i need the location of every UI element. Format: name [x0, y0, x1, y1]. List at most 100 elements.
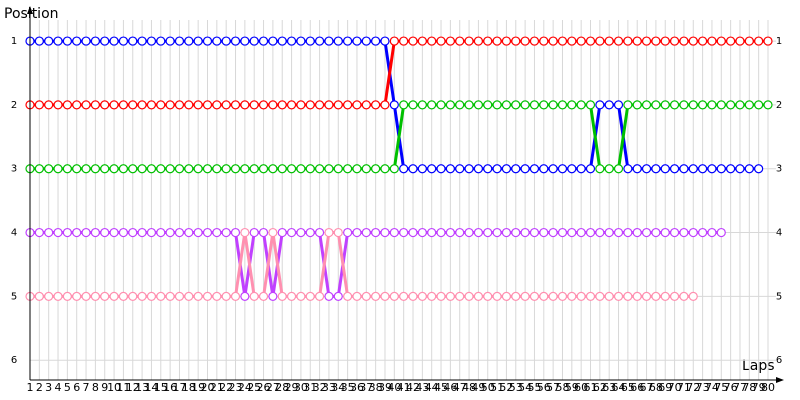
lap-marker: [427, 164, 437, 174]
lap-marker: [249, 291, 259, 301]
lap-marker: [184, 291, 194, 301]
lap-marker: [660, 291, 670, 301]
lap-marker: [221, 164, 231, 174]
lap-marker: [548, 164, 558, 174]
lap-marker: [651, 36, 661, 46]
x-tick-label: 11: [116, 381, 130, 394]
x-tick-label: 24: [238, 381, 252, 394]
lap-marker: [258, 100, 269, 110]
lap-marker: [156, 227, 166, 238]
lap-marker: [651, 291, 661, 301]
lap-marker: [427, 227, 437, 238]
lap-marker: [34, 291, 44, 301]
lap-marker: [44, 36, 54, 46]
lap-marker: [44, 291, 54, 301]
lap-marker: [548, 36, 558, 46]
lap-marker: [735, 100, 745, 110]
x-tick-label: 65: [621, 381, 635, 394]
lap-marker: [548, 100, 558, 110]
lap-marker: [90, 291, 100, 301]
lap-marker: [754, 164, 764, 174]
x-tick-label: 49: [471, 381, 485, 394]
lap-marker: [408, 36, 418, 46]
lap-marker: [352, 164, 362, 174]
x-tick-label: 35: [341, 381, 355, 394]
lap-marker: [380, 100, 390, 110]
lap-marker: [641, 164, 652, 174]
lap-marker: [296, 227, 306, 238]
lap-marker: [632, 36, 642, 46]
x-tick-label: 56: [537, 381, 551, 394]
lap-marker: [595, 36, 605, 46]
lap-marker: [669, 227, 680, 238]
lap-marker: [371, 227, 381, 238]
lap-marker: [473, 227, 484, 238]
lap-marker: [314, 164, 325, 174]
lap-marker: [212, 100, 222, 110]
lap-marker: [660, 100, 670, 110]
lap-marker: [585, 227, 596, 238]
lap-marker: [557, 36, 568, 46]
lap-marker: [314, 36, 325, 46]
y-tick-label: 3: [11, 164, 17, 175]
lap-marker: [333, 164, 343, 174]
lap-marker: [389, 164, 399, 174]
lap-marker: [632, 164, 642, 174]
x-tick-label: 31: [303, 381, 317, 394]
lap-marker: [128, 100, 138, 110]
x-tick-label: 15: [154, 381, 168, 394]
lap-marker: [343, 227, 353, 238]
x-tick-label: 21: [210, 381, 224, 394]
lap-marker: [371, 100, 381, 110]
x-tick-label: 71: [677, 381, 691, 394]
lap-marker: [221, 291, 231, 301]
lap-marker: [501, 164, 512, 174]
lap-marker: [455, 227, 465, 238]
lap-marker: [399, 227, 409, 238]
lap-marker: [268, 100, 278, 110]
lap-marker: [193, 36, 203, 46]
lap-marker: [352, 36, 362, 46]
x-tick-label: 20: [200, 381, 214, 394]
lap-marker: [707, 100, 717, 110]
lap-marker: [651, 164, 661, 174]
lap-marker: [165, 100, 175, 110]
lap-marker: [595, 227, 605, 238]
lap-marker: [174, 291, 185, 301]
lap-marker: [62, 164, 72, 174]
lap-marker: [455, 164, 465, 174]
lap-marker: [90, 227, 100, 238]
x-tick-label: 44: [425, 381, 439, 394]
lap-marker: [557, 100, 568, 110]
lap-marker: [277, 100, 287, 110]
lap-marker: [688, 164, 698, 174]
lap-marker: [72, 100, 82, 110]
lap-marker: [520, 100, 530, 110]
x-tick-label: 33: [322, 381, 336, 394]
lap-marker: [641, 100, 652, 110]
lap-marker: [501, 227, 512, 238]
lap-marker: [333, 100, 343, 110]
lap-marker: [249, 227, 259, 238]
lap-marker: [604, 100, 614, 110]
lap-marker: [464, 291, 474, 301]
lap-marker: [62, 36, 72, 46]
x-tick-label: 3: [45, 381, 52, 394]
lap-marker: [501, 291, 512, 301]
x-tick-label: 10: [107, 381, 121, 394]
lap-marker: [408, 227, 418, 238]
lap-marker: [688, 291, 698, 301]
lap-marker: [277, 291, 287, 301]
lap-marker: [399, 164, 409, 174]
lap-marker: [436, 291, 446, 301]
y-axis-arrow: [27, 6, 33, 14]
lap-marker: [90, 100, 100, 110]
x-tick-label: 63: [602, 381, 616, 394]
lap-marker: [296, 36, 306, 46]
axes: [27, 6, 784, 383]
y-tick-label-right: 4: [776, 228, 782, 239]
lap-marker: [679, 100, 689, 110]
lap-marker: [632, 227, 642, 238]
lap-marker: [128, 227, 138, 238]
lap-marker: [585, 164, 596, 174]
